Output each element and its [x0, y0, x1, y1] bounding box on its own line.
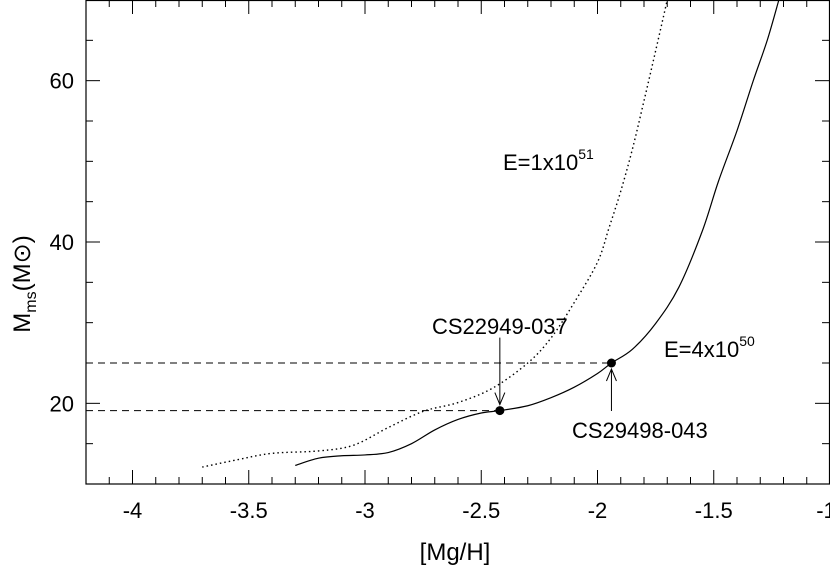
series-line-4e50 — [295, 0, 780, 467]
y-axis-label: Mms(M⊙) — [9, 235, 40, 332]
x-tick-label: -2.5 — [462, 498, 500, 523]
x-tick-label: -4 — [123, 498, 143, 523]
y-tick-label: 20 — [50, 391, 74, 416]
arrowhead — [494, 392, 506, 406]
arrowhead — [605, 367, 617, 382]
x-tick-label: -2 — [588, 498, 608, 523]
y-tick-label: 60 — [50, 69, 74, 94]
labels-layer: -4 -3.5 -3 -2.5 -2 -1.5 -1 20 40 60 — [50, 69, 830, 523]
x-tick-label: -3 — [355, 498, 375, 523]
curve-label-1e51: E=1x1051 — [503, 146, 594, 175]
ticks-layer — [85, 0, 830, 485]
x-tick-label: -1.5 — [695, 498, 733, 523]
series-line-1e51 — [202, 0, 668, 468]
y-tick-label: 40 — [50, 230, 74, 255]
x-tick-label: -3.5 — [230, 498, 268, 523]
x-tick-label: -1 — [816, 498, 830, 523]
series-layer — [202, 0, 780, 468]
data-point-cs29498-043 — [606, 358, 616, 368]
dashed-guides — [86, 362, 612, 412]
data-point-cs22949-037 — [495, 406, 505, 416]
annotation-label-cs29498: CS29498-043 — [572, 418, 708, 443]
points-layer — [494, 337, 617, 416]
annotation-label-cs22949: CS22949-037 — [432, 314, 568, 339]
x-axis-label: [Mg/H] — [420, 539, 491, 566]
plot-frame — [85, 0, 830, 485]
curve-label-4e50: E=4x1050 — [664, 333, 755, 362]
